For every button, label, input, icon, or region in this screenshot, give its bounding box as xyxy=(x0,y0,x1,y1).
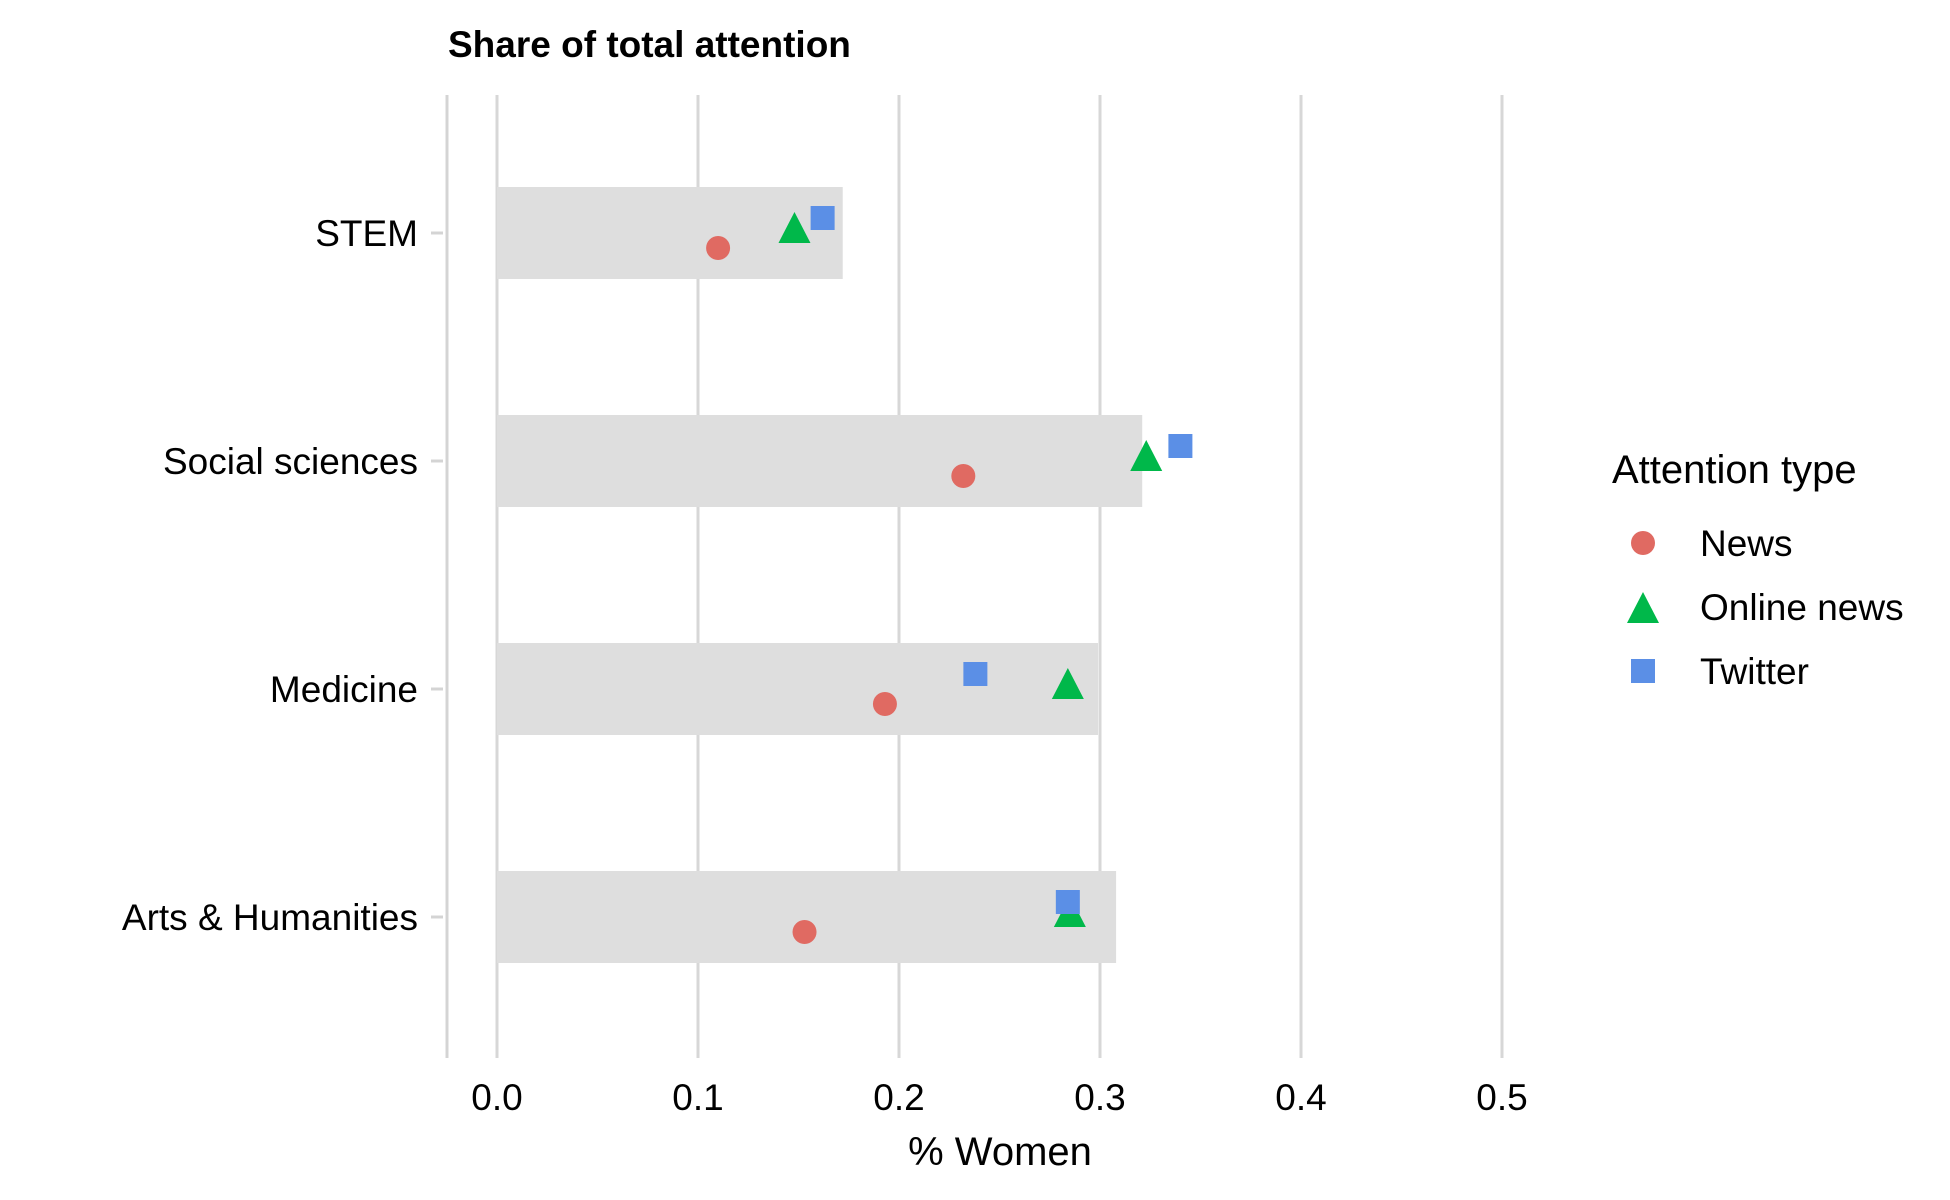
background-bar-2 xyxy=(497,643,1098,735)
background-bar-3 xyxy=(497,871,1117,963)
legend-key-twitter xyxy=(1631,659,1655,683)
y-axis-ticks: STEM Social sciences Medicine Arts & Humani… xyxy=(122,213,443,938)
legend-key-online-news xyxy=(1627,592,1659,623)
x-tick-label: 0.1 xyxy=(672,1077,723,1118)
y-tick-label: Medicine xyxy=(270,669,418,710)
chart-title: Share of total attention xyxy=(448,24,851,65)
x-tick-label: 0.2 xyxy=(873,1077,924,1118)
y-tick-label: STEM xyxy=(315,213,418,254)
data-points xyxy=(706,206,1193,944)
x-axis-ticks: 0.0 0.1 0.2 0.3 0.4 0.5 xyxy=(471,1077,1527,1118)
x-tick-label: 0.3 xyxy=(1074,1077,1125,1118)
x-tick-label: 0.0 xyxy=(471,1077,522,1118)
point-news-2 xyxy=(872,692,897,716)
point-twitter-3 xyxy=(1055,890,1080,914)
legend-key-news xyxy=(1631,531,1655,555)
point-online-news-0 xyxy=(778,212,811,243)
legend-label: News xyxy=(1700,523,1793,564)
legend-label: Online news xyxy=(1700,587,1904,628)
point-online-news-2 xyxy=(1051,668,1084,699)
x-tick-label: 0.4 xyxy=(1275,1077,1326,1118)
point-news-1 xyxy=(951,464,976,488)
legend-label: Twitter xyxy=(1700,651,1809,692)
point-online-news-1 xyxy=(1130,440,1163,471)
legend-title: Attention type xyxy=(1612,448,1857,492)
point-twitter-2 xyxy=(963,662,988,686)
point-news-3 xyxy=(792,920,817,944)
point-twitter-0 xyxy=(810,206,835,230)
y-tick-label: Arts & Humanities xyxy=(122,897,418,938)
background-bars xyxy=(497,187,1143,963)
background-bar-1 xyxy=(497,415,1143,507)
y-tick-label: Social sciences xyxy=(163,441,418,482)
x-tick-label: 0.5 xyxy=(1476,1077,1527,1118)
legend: Attention type News Online news Twitter xyxy=(1612,448,1904,692)
point-twitter-1 xyxy=(1168,434,1193,458)
x-axis-label: % Women xyxy=(908,1130,1092,1174)
point-news-0 xyxy=(706,236,731,260)
